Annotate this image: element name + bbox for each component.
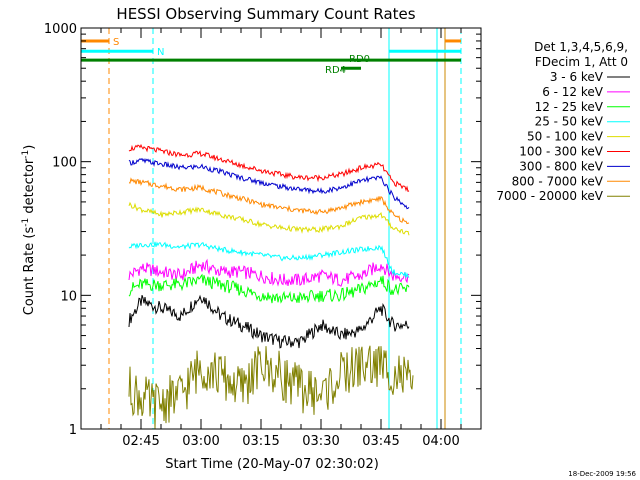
footer-date: 18-Dec-2009 19:56 <box>568 470 636 478</box>
y-tick-label: 10 <box>60 289 77 304</box>
legend-header-1: Det 1,3,4,5,6,9, <box>534 40 628 54</box>
legend-label: 100 - 300 keV <box>519 145 603 159</box>
flag-label: S <box>113 37 119 48</box>
y-tick-label: 100 <box>52 156 77 171</box>
series-line <box>128 345 414 429</box>
series-line <box>128 143 410 192</box>
x-tick-label: 03:15 <box>242 434 279 449</box>
legend-label: 300 - 800 keV <box>519 159 603 173</box>
series-line <box>128 177 410 225</box>
legend-label: 800 - 7000 keV <box>512 174 604 188</box>
legend-label: 50 - 100 keV <box>527 130 604 144</box>
flag-label: RD0 <box>349 54 370 65</box>
y-label-sup: -1 <box>21 218 31 227</box>
y-label-mid: detector <box>22 158 37 218</box>
flag-label: N <box>157 47 164 58</box>
y-tick-label: 1 <box>69 423 77 438</box>
legend-label: 6 - 12 keV <box>542 85 604 99</box>
legend-header-2: FDecim 1, Att 0 <box>535 55 628 69</box>
axes: 1 10 100 1000 02:45 03:00 03:15 03:30 03:45 04:00 <box>44 22 482 449</box>
y-axis-label: Count Rate (s-1 detector-1) <box>21 145 37 316</box>
flag-label: RD4 <box>325 65 346 76</box>
x-axis-label: Start Time (20-May-07 02:30:02) <box>165 457 379 472</box>
x-tick-label: 03:45 <box>362 434 399 449</box>
y-tick-label: 1000 <box>44 22 77 37</box>
legend-label: 7000 - 20000 keV <box>496 189 603 203</box>
series-line <box>128 294 410 349</box>
y-label-sup2: -1 <box>21 150 31 159</box>
x-tick-label: 03:30 <box>302 434 339 449</box>
series-line <box>128 273 410 304</box>
legend-label: 12 - 25 keV <box>535 100 604 114</box>
series-line <box>128 258 410 287</box>
x-tick-label: 04:00 <box>422 434 459 449</box>
series-line <box>128 201 410 236</box>
y-label-suffix: ) <box>22 145 37 150</box>
y-label-prefix: Count Rate (s <box>22 227 37 316</box>
series-line <box>128 241 410 278</box>
legend-label: 25 - 50 keV <box>535 115 604 129</box>
chart-title: HESSI Observing Summary Count Rates <box>116 5 415 23</box>
x-tick-label: 03:00 <box>182 434 219 449</box>
legend-label: 3 - 6 keV <box>550 70 604 84</box>
series-line <box>128 157 410 210</box>
x-tick-label: 02:45 <box>122 434 159 449</box>
